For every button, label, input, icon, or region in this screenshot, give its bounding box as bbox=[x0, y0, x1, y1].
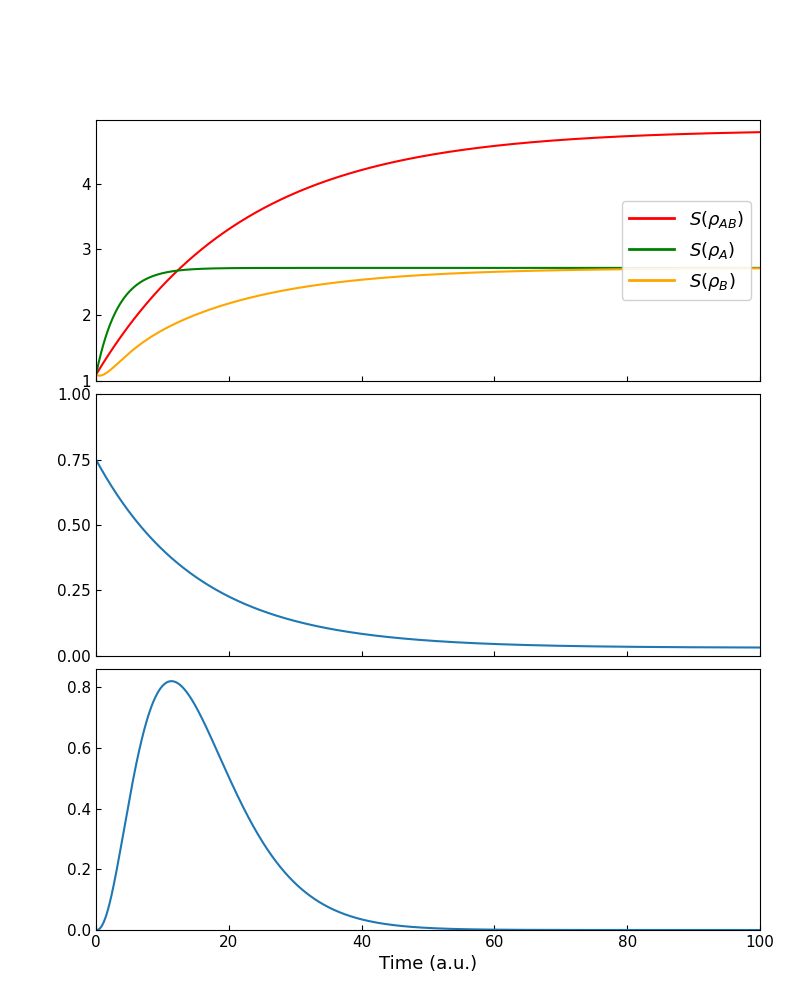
Legend: $S(\rho_{AB})$, $S(\rho_A)$, $S(\rho_B)$: $S(\rho_{AB})$, $S(\rho_A)$, $S(\rho_B)$ bbox=[622, 201, 751, 300]
X-axis label: Time (a.u.): Time (a.u.) bbox=[379, 955, 477, 973]
